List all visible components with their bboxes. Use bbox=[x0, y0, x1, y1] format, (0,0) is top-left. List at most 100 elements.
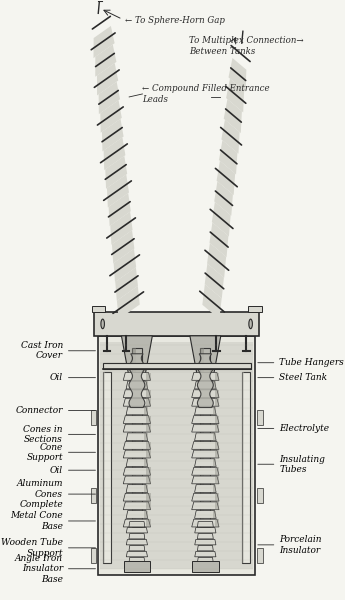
Polygon shape bbox=[97, 63, 118, 95]
Polygon shape bbox=[145, 485, 148, 493]
Text: Connector: Connector bbox=[16, 406, 96, 415]
Polygon shape bbox=[146, 519, 150, 527]
Polygon shape bbox=[132, 348, 136, 527]
Bar bbox=[92, 306, 105, 312]
Text: Angle Iron
Insulator
Base: Angle Iron Insulator Base bbox=[15, 554, 96, 584]
Text: ← Compound Filled Entrance
Leads: ← Compound Filled Entrance Leads bbox=[142, 84, 270, 104]
Polygon shape bbox=[123, 450, 150, 458]
Polygon shape bbox=[192, 442, 219, 449]
Bar bbox=[248, 306, 262, 312]
Polygon shape bbox=[192, 373, 219, 380]
Circle shape bbox=[101, 319, 105, 329]
Polygon shape bbox=[195, 459, 216, 467]
Polygon shape bbox=[146, 476, 150, 484]
Polygon shape bbox=[146, 442, 150, 449]
Text: Electrolyte: Electrolyte bbox=[258, 424, 329, 433]
Text: ← To Sphere-Horn Gap: ← To Sphere-Horn Gap bbox=[125, 16, 225, 25]
Polygon shape bbox=[112, 230, 134, 263]
Polygon shape bbox=[146, 467, 150, 475]
Polygon shape bbox=[215, 416, 219, 424]
Polygon shape bbox=[195, 551, 216, 557]
Polygon shape bbox=[215, 390, 219, 398]
Polygon shape bbox=[213, 407, 216, 415]
Polygon shape bbox=[146, 398, 150, 406]
Polygon shape bbox=[197, 533, 213, 539]
Text: Cast Iron
Cover: Cast Iron Cover bbox=[21, 341, 96, 361]
Text: Porcelain
Insulator: Porcelain Insulator bbox=[258, 535, 322, 554]
Polygon shape bbox=[99, 82, 120, 114]
Polygon shape bbox=[192, 467, 219, 475]
Polygon shape bbox=[192, 519, 219, 527]
Polygon shape bbox=[123, 424, 150, 432]
Polygon shape bbox=[224, 99, 242, 133]
Polygon shape bbox=[121, 336, 152, 383]
Polygon shape bbox=[192, 502, 219, 509]
Text: Aluminum
Cones
Complete: Aluminum Cones Complete bbox=[17, 479, 96, 509]
Text: Insulating
Tubes: Insulating Tubes bbox=[258, 455, 325, 474]
Polygon shape bbox=[107, 175, 129, 208]
Polygon shape bbox=[129, 545, 145, 551]
Polygon shape bbox=[145, 511, 148, 518]
Polygon shape bbox=[146, 416, 150, 424]
Polygon shape bbox=[115, 268, 138, 301]
Polygon shape bbox=[242, 371, 245, 563]
Polygon shape bbox=[213, 433, 216, 440]
Polygon shape bbox=[192, 450, 219, 458]
Polygon shape bbox=[215, 424, 219, 432]
Polygon shape bbox=[123, 493, 150, 501]
Bar bbox=[124, 561, 150, 572]
Polygon shape bbox=[126, 407, 148, 415]
Polygon shape bbox=[192, 390, 219, 398]
Polygon shape bbox=[192, 476, 219, 484]
Polygon shape bbox=[146, 502, 150, 509]
Polygon shape bbox=[104, 137, 125, 170]
Polygon shape bbox=[123, 519, 150, 527]
Polygon shape bbox=[212, 202, 231, 236]
Polygon shape bbox=[200, 348, 210, 527]
Polygon shape bbox=[126, 381, 148, 389]
Polygon shape bbox=[146, 390, 150, 398]
Polygon shape bbox=[123, 502, 150, 509]
Polygon shape bbox=[100, 100, 122, 133]
Polygon shape bbox=[209, 223, 228, 257]
Bar bbox=[90, 410, 96, 425]
Bar bbox=[90, 488, 96, 503]
Polygon shape bbox=[190, 336, 221, 383]
Polygon shape bbox=[145, 459, 148, 467]
Polygon shape bbox=[192, 424, 219, 432]
Polygon shape bbox=[105, 156, 127, 189]
Bar bbox=[100, 342, 253, 569]
Polygon shape bbox=[213, 459, 216, 467]
Polygon shape bbox=[215, 467, 219, 475]
Polygon shape bbox=[195, 407, 216, 415]
Polygon shape bbox=[195, 527, 216, 533]
Text: Oil: Oil bbox=[50, 466, 96, 475]
Polygon shape bbox=[102, 119, 124, 151]
Polygon shape bbox=[145, 381, 148, 389]
Bar bbox=[192, 561, 219, 572]
FancyBboxPatch shape bbox=[94, 312, 259, 336]
Polygon shape bbox=[195, 433, 216, 440]
Polygon shape bbox=[146, 424, 150, 432]
Polygon shape bbox=[205, 263, 224, 298]
Polygon shape bbox=[195, 511, 216, 518]
Polygon shape bbox=[197, 521, 213, 527]
Polygon shape bbox=[126, 563, 148, 569]
Polygon shape bbox=[129, 557, 145, 563]
Polygon shape bbox=[145, 433, 148, 440]
Polygon shape bbox=[202, 284, 221, 319]
Polygon shape bbox=[195, 539, 216, 545]
Bar bbox=[257, 410, 263, 425]
Polygon shape bbox=[123, 476, 150, 484]
Polygon shape bbox=[197, 557, 213, 563]
Polygon shape bbox=[215, 442, 219, 449]
Polygon shape bbox=[103, 371, 111, 563]
Polygon shape bbox=[219, 140, 237, 175]
Polygon shape bbox=[126, 527, 148, 533]
Polygon shape bbox=[129, 354, 145, 407]
Polygon shape bbox=[214, 181, 233, 216]
Polygon shape bbox=[110, 212, 132, 245]
Text: Steel Tank: Steel Tank bbox=[258, 373, 327, 382]
Polygon shape bbox=[109, 193, 131, 226]
Circle shape bbox=[249, 319, 253, 329]
